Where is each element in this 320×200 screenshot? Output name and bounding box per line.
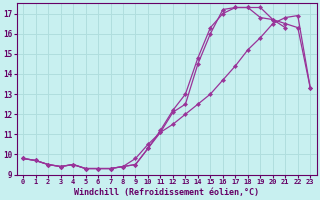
X-axis label: Windchill (Refroidissement éolien,°C): Windchill (Refroidissement éolien,°C) (74, 188, 259, 197)
